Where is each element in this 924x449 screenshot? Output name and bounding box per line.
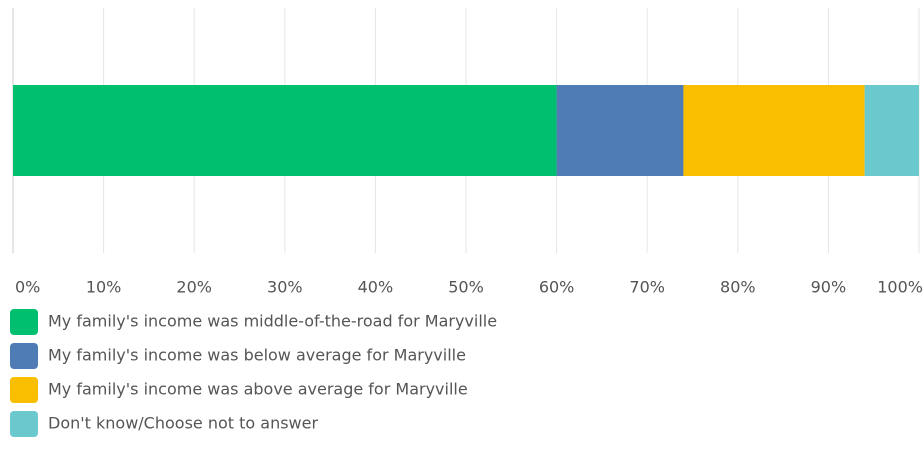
bar-segment (556, 85, 684, 176)
legend-label: Don't know/Choose not to answer (48, 414, 318, 433)
x-tick-label: 30% (267, 278, 303, 297)
x-tick-label: 80% (720, 278, 756, 297)
x-tick-label: 70% (629, 278, 665, 297)
legend-swatch (10, 411, 38, 437)
x-tick-label: 100% (877, 278, 923, 297)
bar-segment (683, 85, 865, 176)
legend-swatch (10, 343, 38, 369)
legend-swatch (10, 377, 38, 403)
bar-segment (864, 85, 919, 176)
x-tick-label: 10% (86, 278, 122, 297)
x-tick-label: 90% (811, 278, 847, 297)
legend-label: My family's income was middle-of-the-roa… (48, 312, 497, 331)
x-tick-label: 50% (448, 278, 484, 297)
x-tick-label: 60% (539, 278, 575, 297)
legend-swatch (10, 309, 38, 335)
x-tick-label: 40% (358, 278, 394, 297)
bar-segment (13, 85, 557, 176)
x-tick-label: 0% (15, 278, 40, 297)
x-tick-label: 20% (176, 278, 212, 297)
legend-label: My family's income was below average for… (48, 346, 466, 365)
legend-label: My family's income was above average for… (48, 380, 468, 399)
